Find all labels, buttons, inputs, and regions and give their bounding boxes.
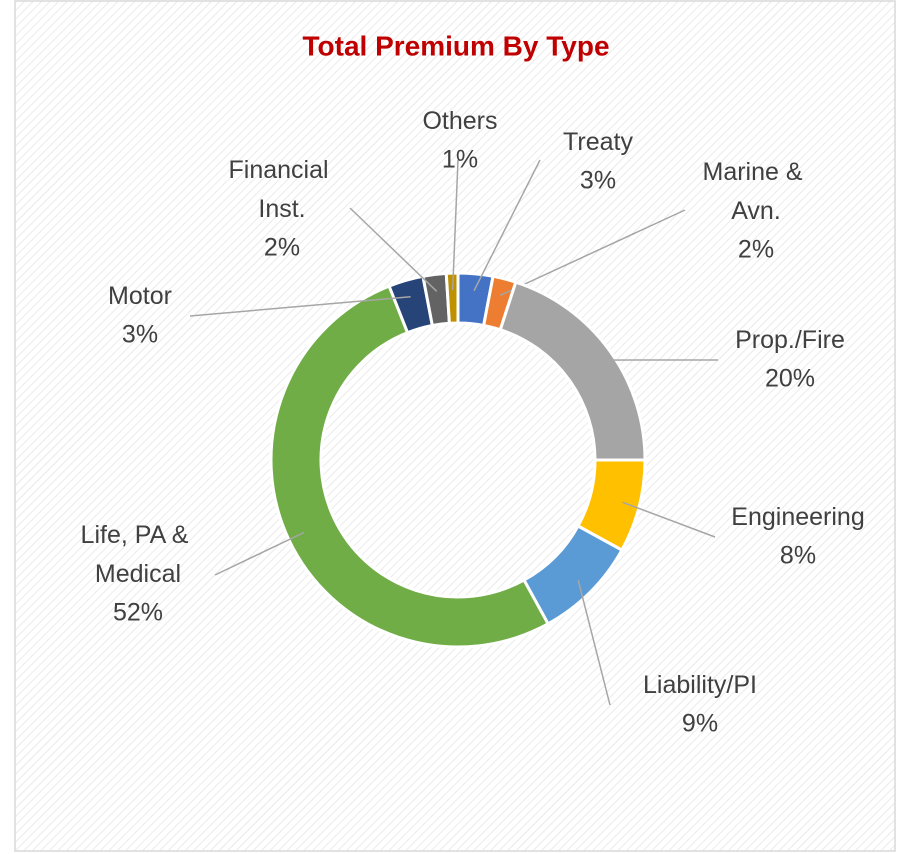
leader-line — [577, 580, 611, 706]
data-label-name: Others — [422, 107, 497, 135]
data-label-value: 20% — [765, 365, 815, 393]
leader-line — [499, 209, 686, 297]
chart-title: Total Premium By Type — [302, 30, 609, 61]
data-label-value: 9% — [682, 710, 718, 738]
donut-segment — [444, 271, 460, 325]
data-label-value: 1% — [442, 146, 478, 174]
data-label-value: 8% — [780, 542, 816, 570]
data-label-name: Liability/PI — [643, 671, 757, 699]
leader-line — [622, 501, 716, 538]
donut-segment — [269, 284, 551, 649]
data-label-name: Life, PA & Medical — [81, 521, 196, 588]
data-label-name: Motor — [108, 282, 172, 310]
data-label-name: Financial Inst. — [229, 156, 336, 223]
data-label-value: 3% — [580, 167, 616, 195]
data-label-name: Engineering — [731, 503, 864, 531]
leader-line — [473, 159, 541, 292]
leader-line — [189, 296, 411, 317]
leader-line — [214, 531, 305, 576]
data-label-name: Prop./Fire — [735, 326, 845, 354]
data-label-name: Treaty — [563, 128, 633, 156]
data-label-value: 2% — [738, 236, 774, 264]
data-label-name: Marine & Avn. — [703, 158, 810, 225]
leader-line — [349, 207, 438, 292]
data-label-value: 3% — [122, 321, 158, 349]
data-label-value: 2% — [264, 234, 300, 262]
data-label-value: 52% — [113, 599, 163, 627]
chart-area — [14, 0, 896, 852]
leader-line — [451, 159, 459, 291]
